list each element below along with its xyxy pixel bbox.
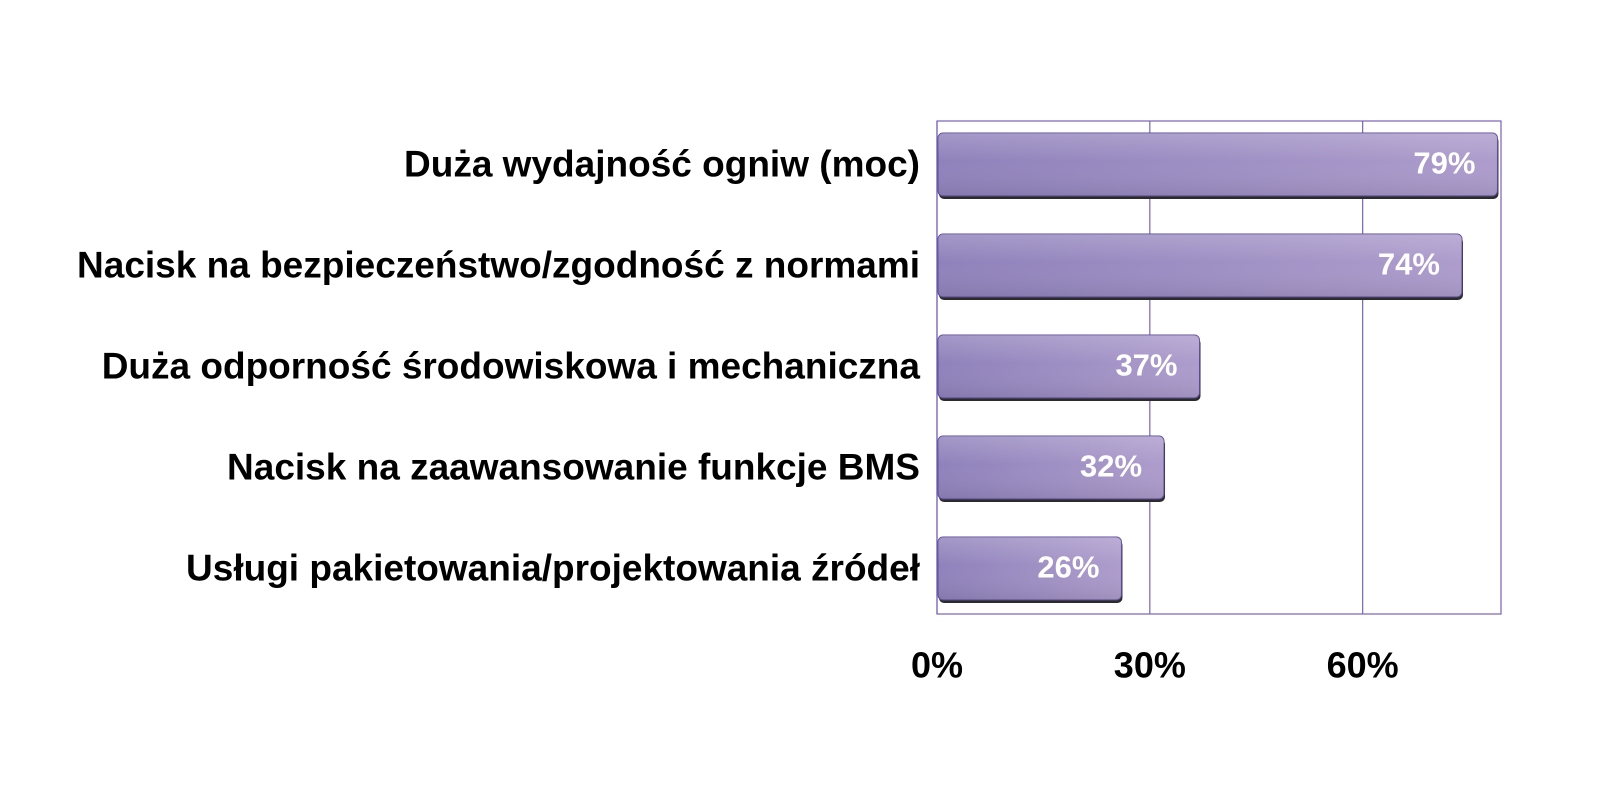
category-labels: Duża wydajność ogniw (moc) Nacisk na bezp…: [77, 143, 920, 588]
x-tick-label: 30%: [1114, 645, 1186, 686]
bar-highlight: [938, 436, 1165, 499]
x-tick-label: 60%: [1327, 645, 1399, 686]
bar-value-label: 26%: [1037, 550, 1099, 585]
category-label: Duża odporność środowiskowa i mechaniczn…: [102, 345, 921, 386]
bar-highlight: [938, 234, 1462, 297]
x-axis-ticks: 0% 30% 60%: [911, 645, 1399, 686]
bar-value-label: 32%: [1080, 449, 1142, 484]
category-label: Nacisk na bezpieczeństwo/zgodność z norm…: [77, 244, 920, 285]
category-label: Duża wydajność ogniw (moc): [404, 143, 920, 184]
bars: 79% 74% 37% 32% 26%: [937, 132, 1499, 603]
category-label: Usługi pakietowania/projektowania źródeł: [186, 547, 920, 588]
bar-highlight: [938, 133, 1498, 196]
x-tick-label: 0%: [911, 645, 963, 686]
bar-highlight: [938, 335, 1200, 398]
bar-value-label: 37%: [1115, 348, 1177, 383]
bar-value-label: 79%: [1413, 146, 1475, 181]
bar-highlight: [938, 537, 1122, 600]
category-label: Nacisk na zaawansowanie funkcje BMS: [227, 446, 920, 487]
bar-value-label: 74%: [1378, 247, 1440, 282]
